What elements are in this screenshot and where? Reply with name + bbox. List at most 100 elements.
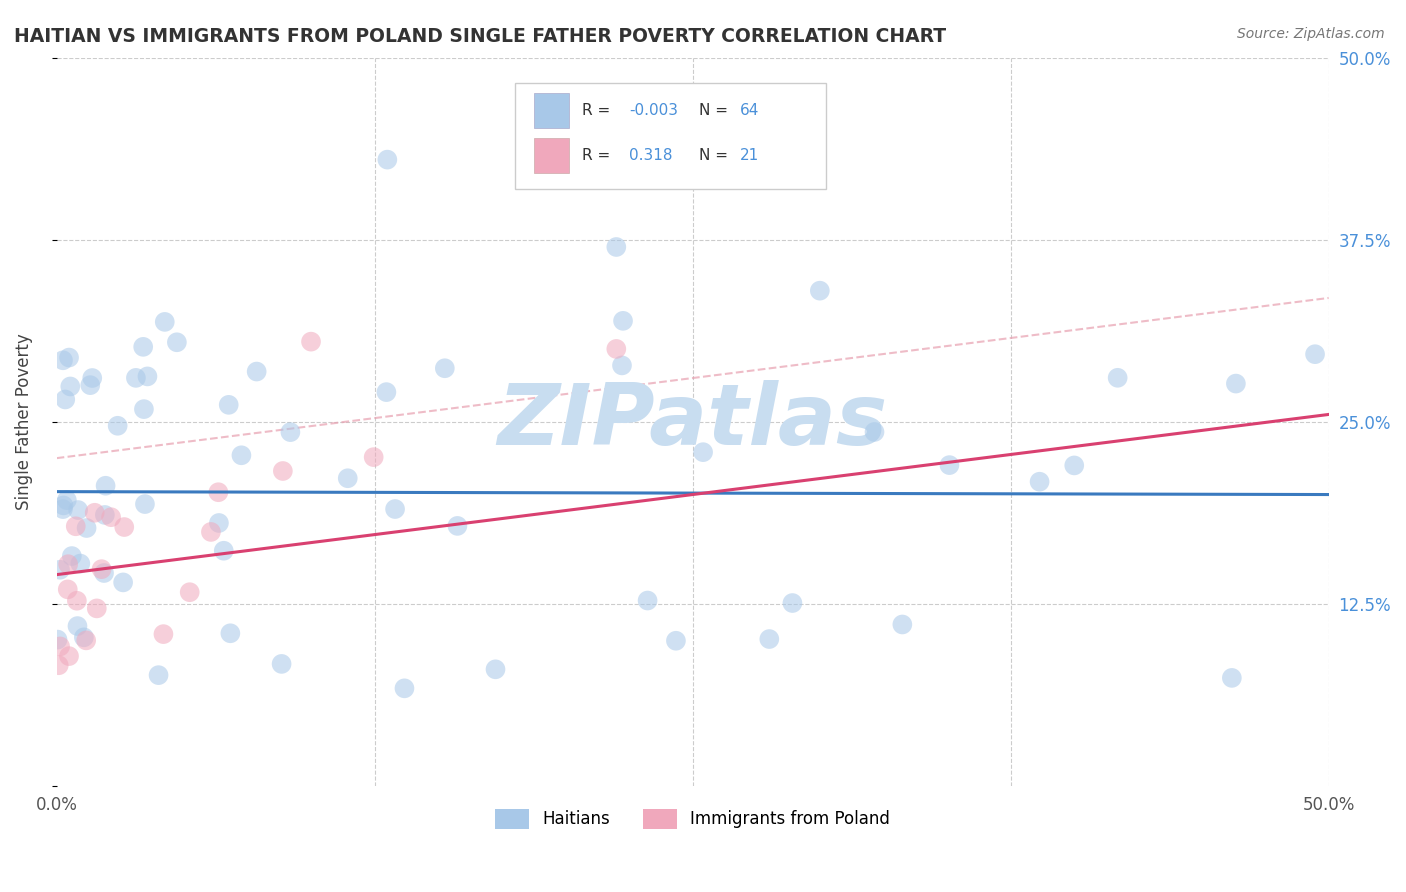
Point: [52, 502, 75, 516]
Text: 0.318: 0.318: [628, 148, 672, 163]
Point: [136, 369, 159, 384]
Point: [1028, 475, 1050, 489]
Point: [58, 351, 80, 365]
Point: [49, 563, 72, 577]
Point: [93, 566, 115, 580]
Point: [56, 582, 79, 597]
Point: [153, 315, 176, 329]
Point: [46, 632, 69, 647]
Text: N =: N =: [699, 103, 728, 118]
Point: [56, 493, 79, 508]
Point: [59, 379, 82, 393]
Point: [665, 633, 688, 648]
Text: 64: 64: [740, 103, 759, 118]
Point: [134, 497, 156, 511]
Point: [67, 503, 90, 517]
Point: [60, 549, 83, 563]
Point: [212, 543, 235, 558]
Point: [891, 617, 914, 632]
Point: [166, 335, 188, 350]
Point: [758, 632, 780, 646]
Point: [1107, 371, 1129, 385]
FancyBboxPatch shape: [534, 138, 569, 173]
Point: [446, 519, 468, 533]
Point: [375, 385, 398, 400]
Point: [179, 585, 201, 599]
Point: [637, 593, 659, 607]
Point: [48, 658, 70, 673]
Point: [808, 284, 831, 298]
Point: [484, 662, 506, 676]
Point: [82, 371, 104, 385]
Point: [75, 633, 97, 648]
Point: [107, 418, 129, 433]
Y-axis label: Single Father Poverty: Single Father Poverty: [15, 334, 32, 510]
Point: [375, 153, 398, 167]
Point: [73, 630, 96, 644]
Text: N =: N =: [699, 148, 728, 163]
Text: -0.003: -0.003: [628, 103, 678, 118]
Point: [218, 398, 240, 412]
Point: [605, 240, 627, 254]
Point: [66, 593, 89, 607]
Point: [1303, 347, 1326, 361]
Text: 21: 21: [740, 148, 759, 163]
Point: [58, 649, 80, 664]
Point: [782, 596, 804, 610]
Point: [208, 516, 231, 530]
Point: [112, 575, 135, 590]
Point: [207, 485, 229, 500]
Point: [112, 520, 135, 534]
Point: [49, 640, 72, 654]
Point: [152, 627, 174, 641]
Point: [938, 458, 960, 472]
Point: [65, 519, 87, 533]
Point: [610, 359, 633, 373]
Point: [1063, 458, 1085, 473]
Point: [94, 479, 117, 493]
Point: [53, 392, 76, 407]
Point: [90, 562, 112, 576]
Text: Source: ZipAtlas.com: Source: ZipAtlas.com: [1237, 27, 1385, 41]
Text: HAITIAN VS IMMIGRANTS FROM POLAND SINGLE FATHER POVERTY CORRELATION CHART: HAITIAN VS IMMIGRANTS FROM POLAND SINGLE…: [14, 27, 946, 45]
Point: [79, 378, 101, 392]
Point: [433, 361, 456, 376]
Point: [52, 499, 75, 513]
Point: [271, 464, 294, 478]
Point: [863, 425, 886, 439]
Point: [66, 619, 89, 633]
Point: [1220, 671, 1243, 685]
Point: [52, 353, 75, 368]
Point: [69, 557, 91, 571]
Point: [132, 402, 155, 417]
Point: [56, 558, 79, 572]
Point: [605, 342, 627, 356]
Point: [76, 521, 98, 535]
Point: [200, 524, 222, 539]
Text: R =: R =: [582, 103, 610, 118]
Point: [125, 371, 148, 385]
Point: [148, 668, 170, 682]
Point: [363, 450, 385, 464]
Point: [231, 448, 253, 462]
Point: [336, 471, 359, 485]
Point: [246, 365, 269, 379]
Text: R =: R =: [582, 148, 610, 163]
Point: [1225, 376, 1247, 391]
Point: [94, 508, 117, 522]
Point: [280, 425, 302, 439]
Point: [219, 626, 242, 640]
Point: [299, 334, 322, 349]
Point: [100, 510, 122, 524]
Point: [83, 506, 105, 520]
Point: [86, 601, 108, 615]
Text: ZIPatlas: ZIPatlas: [498, 380, 887, 463]
Legend: Haitians, Immigrants from Poland: Haitians, Immigrants from Poland: [489, 802, 897, 836]
Point: [132, 340, 155, 354]
Point: [692, 445, 714, 459]
Point: [270, 657, 292, 671]
FancyBboxPatch shape: [515, 83, 827, 189]
FancyBboxPatch shape: [534, 93, 569, 128]
Point: [612, 314, 634, 328]
Point: [384, 502, 406, 516]
